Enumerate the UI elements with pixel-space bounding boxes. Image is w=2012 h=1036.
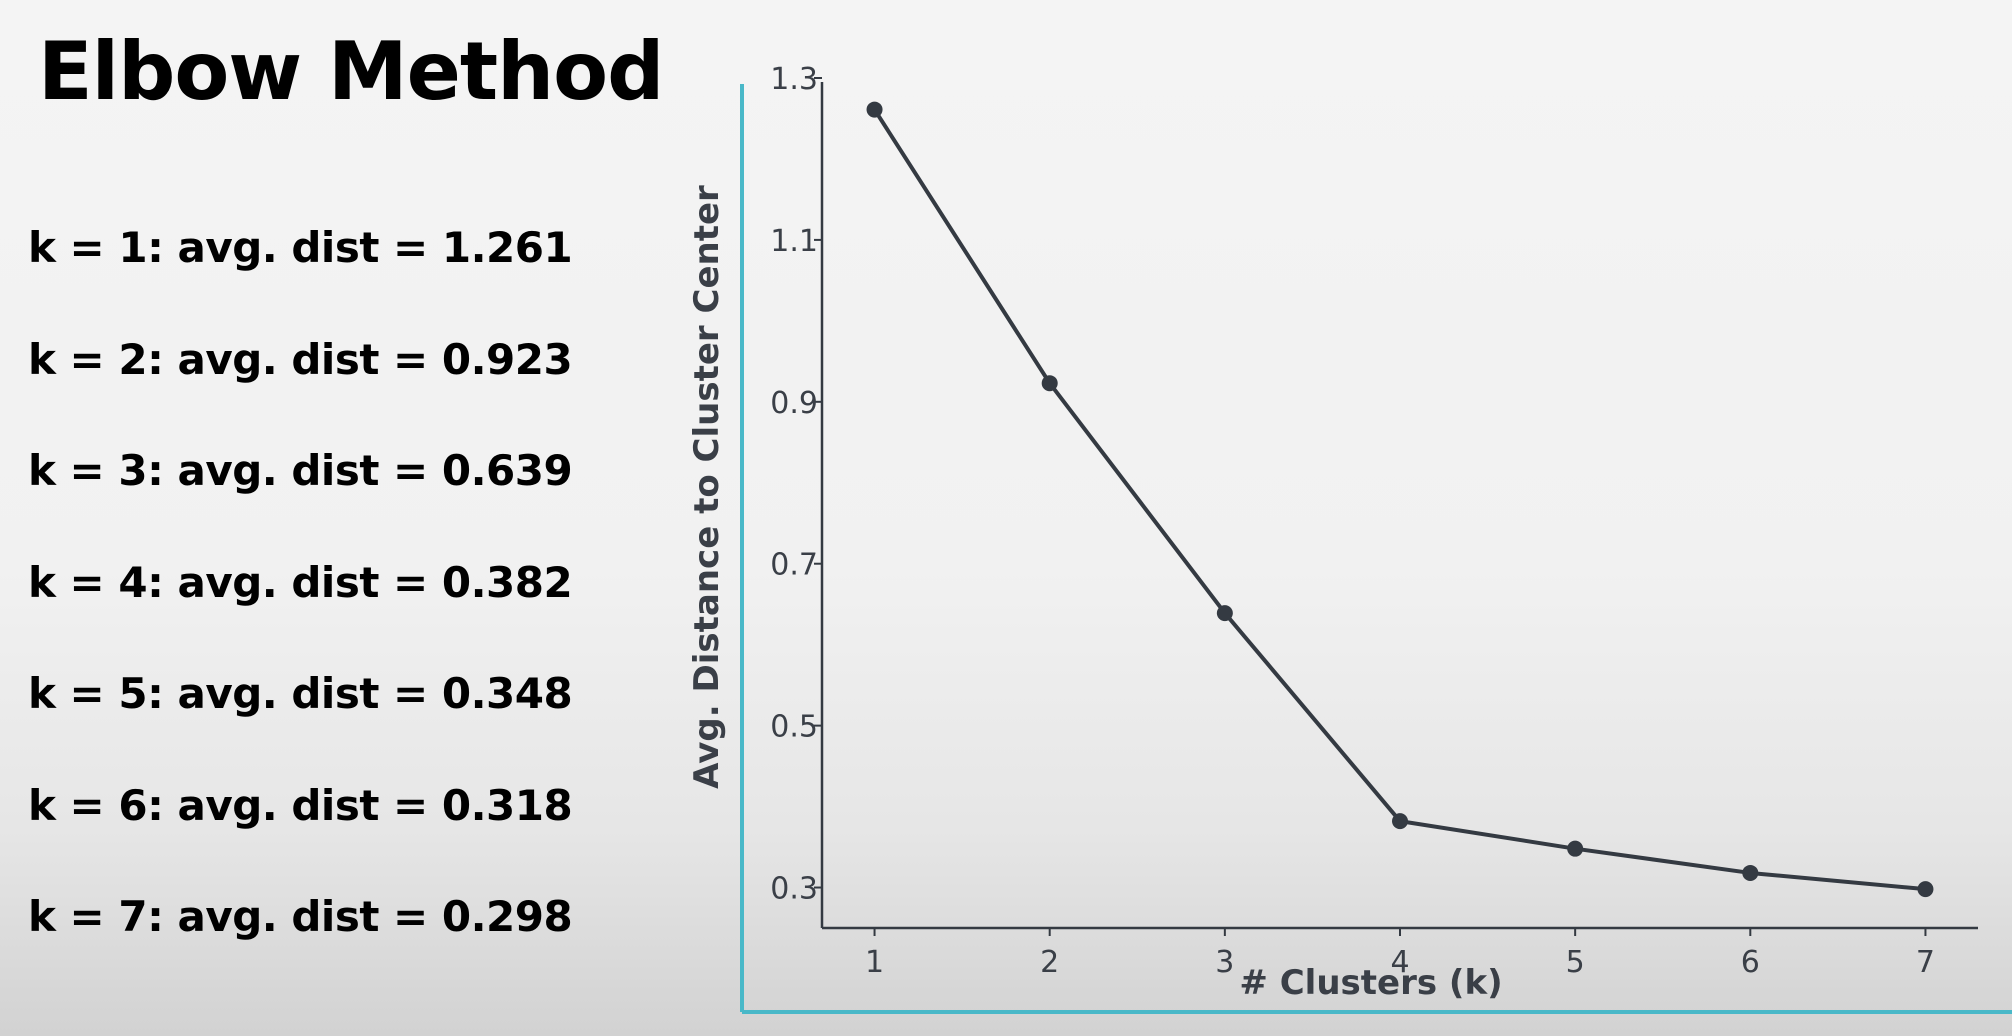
data-point <box>1567 840 1584 857</box>
x-tick-label: 7 <box>1916 945 1935 980</box>
x-axis-label: # Clusters (k) <box>1239 963 1502 1003</box>
list-item: k = 4: avg. dist = 0.382 <box>28 557 573 607</box>
y-tick-label: 0.5 <box>770 710 818 745</box>
x-tick-label: 6 <box>1741 945 1760 980</box>
y-axis-label: Avg. Distance to Cluster Center <box>687 185 727 789</box>
x-tick-label: 2 <box>1040 945 1059 980</box>
y-tick-label: 1.1 <box>770 224 818 259</box>
x-tick-label: 3 <box>1215 945 1234 980</box>
list-item: k = 3: avg. dist = 0.639 <box>28 446 573 495</box>
list-item: k = 1: avg. dist = 1.261 <box>28 223 573 272</box>
y-tick-label: 0.7 <box>770 548 818 583</box>
list-item: k = 7: avg. dist = 0.298 <box>28 892 573 941</box>
data-point <box>1216 605 1233 622</box>
x-tick-label: 1 <box>865 945 884 980</box>
x-tick-label: 5 <box>1566 945 1585 980</box>
series-line <box>872 108 1926 892</box>
data-point <box>1392 813 1408 830</box>
x-tick-label: 4 <box>1390 945 1409 980</box>
y-tick-label: 0.3 <box>770 872 818 907</box>
data-point <box>1742 864 1759 881</box>
data-point <box>1041 375 1058 392</box>
distance-list: k = 1: avg. dist = 1.261 k = 2: avg. dis… <box>28 222 573 1003</box>
page-title: Elbow Method <box>38 25 664 118</box>
data-point <box>866 101 883 118</box>
data-point <box>1917 881 1934 898</box>
y-tick-label: 0.9 <box>770 386 818 421</box>
list-item: k = 2: avg. dist = 0.923 <box>28 334 573 384</box>
list-item: k = 6: avg. dist = 0.318 <box>28 780 573 830</box>
list-item: k = 5: avg. dist = 0.348 <box>28 669 573 718</box>
y-tick-label: 1.3 <box>770 62 818 97</box>
